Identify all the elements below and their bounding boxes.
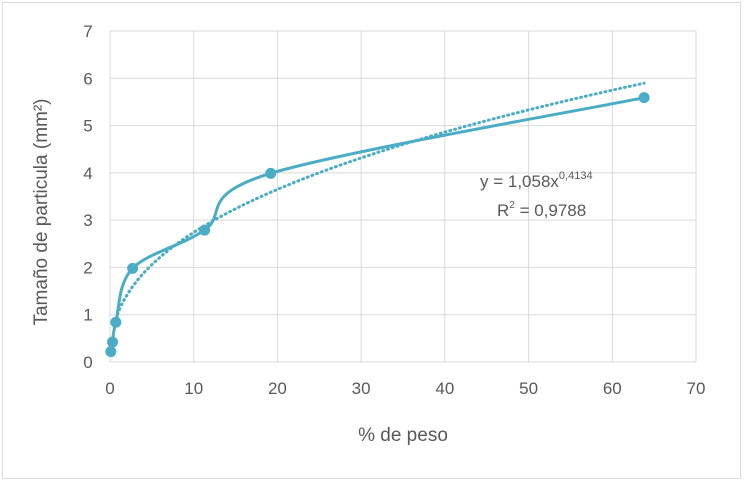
data-point: [638, 92, 650, 104]
power-trendline: [114, 81, 646, 321]
r2-prefix: R: [497, 201, 509, 220]
y-tick-label: 4: [83, 164, 92, 183]
marker-layer: [105, 92, 650, 358]
x-tick-label: 0: [105, 379, 114, 398]
x-tick-label: 60: [603, 379, 622, 398]
y-tick-label: 0: [83, 353, 92, 372]
series-line: [109, 96, 645, 352]
x-tick-labels: 0 10 20 30 40 50 60 70: [105, 379, 705, 398]
equation-exponent: 0,4134: [559, 170, 593, 182]
data-point: [107, 336, 119, 348]
y-axis-title: Tamaño de particula (mm²): [31, 98, 52, 325]
trendline-equation: y = 1,058x0,4134: [480, 170, 593, 191]
x-tick-label: 70: [687, 379, 706, 398]
y-tick-label: 2: [83, 258, 92, 277]
x-tick-label: 10: [184, 379, 203, 398]
r2-value: = 0,9788: [515, 201, 586, 220]
x-tick-label: 40: [435, 379, 454, 398]
data-point: [265, 167, 277, 179]
y-tick-label: 1: [83, 306, 92, 325]
x-tick-label: 20: [268, 379, 287, 398]
r-squared-label: R2 = 0,9788: [497, 200, 586, 220]
y-tick-label: 7: [83, 22, 92, 41]
y-tick-label: 6: [83, 69, 92, 88]
r2-superscript: 2: [509, 200, 515, 211]
trendline-layer: [114, 81, 646, 321]
data-point: [105, 346, 117, 358]
y-tick-label: 5: [83, 117, 92, 136]
x-tick-label: 50: [519, 379, 538, 398]
data-point: [127, 262, 139, 274]
x-axis-title: % de peso: [358, 425, 448, 446]
series-layer: [109, 96, 645, 352]
equation-base: y = 1,058x: [480, 172, 559, 191]
data-point: [110, 316, 122, 328]
grid-layer: [109, 30, 697, 363]
y-tick-labels: 0 1 2 3 4 5 6 7: [83, 22, 92, 372]
chart-frame: [2, 2, 741, 479]
x-tick-label: 30: [352, 379, 371, 398]
y-tick-label: 3: [83, 211, 92, 230]
data-point: [199, 224, 211, 236]
